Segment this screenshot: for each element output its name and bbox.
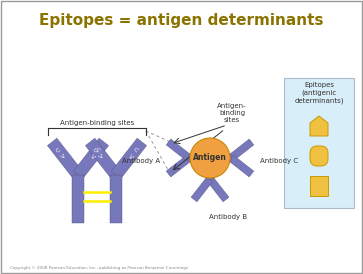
Polygon shape xyxy=(191,177,213,202)
Text: Antigen-
binding
sites: Antigen- binding sites xyxy=(217,103,247,123)
Polygon shape xyxy=(229,155,254,177)
Text: C: C xyxy=(55,147,62,153)
Polygon shape xyxy=(310,176,328,196)
Circle shape xyxy=(190,138,230,178)
Polygon shape xyxy=(85,138,121,179)
Polygon shape xyxy=(310,116,328,136)
Polygon shape xyxy=(166,155,191,177)
Text: V: V xyxy=(127,153,134,160)
Polygon shape xyxy=(48,138,83,179)
Text: C: C xyxy=(93,147,100,153)
Text: Antigen-binding sites: Antigen-binding sites xyxy=(60,120,134,126)
Polygon shape xyxy=(111,138,147,179)
Polygon shape xyxy=(206,149,214,179)
Text: V: V xyxy=(89,153,95,160)
FancyBboxPatch shape xyxy=(310,146,328,166)
Text: Antibody A: Antibody A xyxy=(122,158,160,164)
Polygon shape xyxy=(110,175,122,223)
Polygon shape xyxy=(207,177,229,202)
FancyBboxPatch shape xyxy=(284,78,354,208)
Text: Epitopes = antigen determinants: Epitopes = antigen determinants xyxy=(39,13,323,28)
Text: Antibody B: Antibody B xyxy=(209,214,247,220)
Text: Copyright © 2008 Pearson Education, Inc., publishing as Pearson Benjamin Cumming: Copyright © 2008 Pearson Education, Inc.… xyxy=(10,266,188,270)
Polygon shape xyxy=(166,139,191,161)
Text: C: C xyxy=(132,147,139,153)
Text: V: V xyxy=(61,153,67,160)
Text: C—C: C—C xyxy=(89,205,105,210)
Polygon shape xyxy=(189,154,219,162)
Polygon shape xyxy=(73,138,109,179)
Text: Antibody C: Antibody C xyxy=(260,158,298,164)
Polygon shape xyxy=(72,175,84,223)
Text: C: C xyxy=(94,147,101,153)
Text: V: V xyxy=(99,153,105,160)
Polygon shape xyxy=(201,154,231,162)
Text: Epitopes
(antigenic
determinants): Epitopes (antigenic determinants) xyxy=(294,82,344,104)
Polygon shape xyxy=(229,139,254,161)
Text: Antigen: Antigen xyxy=(193,153,227,162)
